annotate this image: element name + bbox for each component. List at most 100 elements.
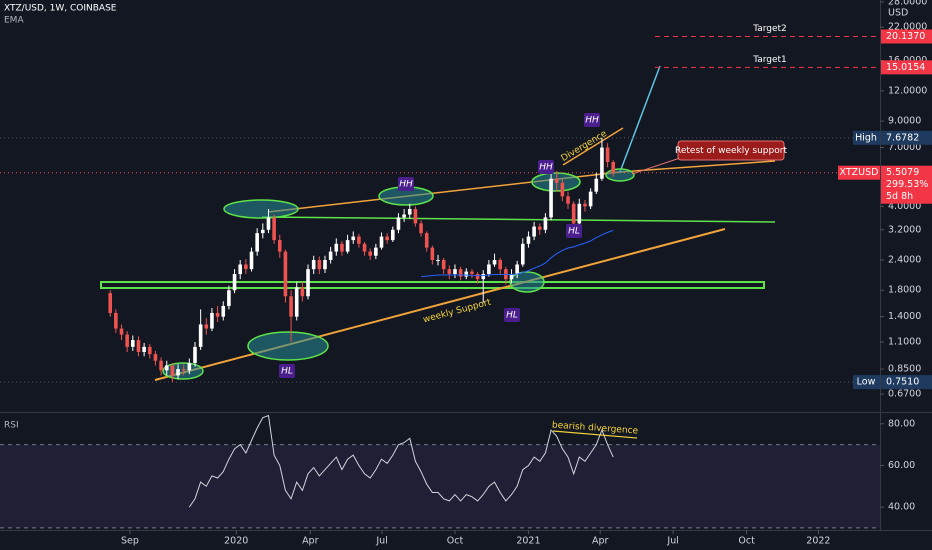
symbol-title: XTZ/USD, 1W, COINBASE <box>4 4 117 14</box>
candle-body <box>447 269 452 275</box>
zone-ellipse <box>247 331 329 361</box>
trendline <box>619 160 776 173</box>
candle-body <box>227 290 231 306</box>
x-tick-label: Jul <box>375 536 387 547</box>
candle-body <box>475 274 480 280</box>
candle-body <box>532 226 536 237</box>
rsi-y-tick-label: 60.00 <box>888 460 915 471</box>
candle-body <box>407 208 412 215</box>
candle-body <box>509 274 514 280</box>
rsi-y-tick-label: 80.00 <box>888 418 915 429</box>
candle-body <box>560 182 565 197</box>
candle-body <box>458 269 463 277</box>
candle-body <box>441 260 446 270</box>
candle-body <box>419 223 423 234</box>
candle-body <box>176 369 180 376</box>
candle-body <box>193 346 197 364</box>
candle-body <box>379 236 384 248</box>
candle-body <box>170 365 175 376</box>
currency-label: USD <box>888 8 908 19</box>
y-tick-label: 0.8500 <box>888 364 921 375</box>
candle-body <box>198 324 203 347</box>
candle-body <box>543 217 548 230</box>
candle-body <box>119 328 124 335</box>
x-tick-label: Apr <box>592 536 609 547</box>
candle-body <box>396 217 401 230</box>
rsi-band <box>0 444 880 528</box>
candle-body <box>215 312 220 317</box>
rsi-y-tick-label: 40.00 <box>888 502 915 513</box>
x-tick-label: 2021 <box>516 536 540 547</box>
candle-body <box>334 243 339 252</box>
zone-ellipse <box>162 362 204 380</box>
rsi-pane <box>0 414 880 529</box>
candle-body <box>413 208 418 224</box>
candle-body <box>345 240 350 252</box>
last-countdown: 5d 8h <box>886 191 913 202</box>
pattern-label: HH <box>399 180 413 190</box>
rsi-divergence-line <box>552 430 638 439</box>
x-tick-label: 2022 <box>806 536 830 547</box>
pattern-label: HL <box>281 367 293 377</box>
zone-ellipse <box>605 168 635 182</box>
y-tick-label: 28.0000 <box>888 0 927 7</box>
y-tick-label: 1.4000 <box>888 311 921 322</box>
candle-body <box>159 360 163 371</box>
label-box <box>538 160 554 174</box>
callout-text: Retest of weekly support <box>675 146 787 156</box>
last-name-box <box>838 165 880 180</box>
projection <box>619 65 661 173</box>
y-tick-label: 1.1000 <box>888 336 921 347</box>
candle-body <box>424 233 429 248</box>
label-box <box>398 177 414 191</box>
candle-body <box>294 287 299 317</box>
candle-body <box>436 260 440 262</box>
candle-body <box>300 287 305 297</box>
candle-body <box>181 369 186 371</box>
marker-price: 7.6782 <box>886 132 919 143</box>
last-name: XTZUSD <box>840 167 879 178</box>
candle-body <box>368 251 372 256</box>
candle-body <box>464 271 469 277</box>
x-tick-label: 2020 <box>224 536 248 547</box>
marker-name: High <box>855 132 877 143</box>
callout-pointer <box>631 157 681 175</box>
candle-body <box>136 340 141 353</box>
ema-legend: EMA <box>4 16 24 26</box>
ema-line <box>421 229 614 278</box>
label-box <box>584 113 600 127</box>
candle-body <box>221 305 226 317</box>
rsi-legend: RSI <box>4 421 19 431</box>
candle-body <box>328 251 333 261</box>
trendline <box>261 216 776 223</box>
candle-body <box>210 312 214 329</box>
candle-body <box>521 243 525 265</box>
pattern-label: HH <box>585 116 599 126</box>
marker-price-box <box>881 375 932 390</box>
pattern-label: HH <box>539 163 553 173</box>
candle-body <box>306 269 310 297</box>
candle-body <box>283 251 288 297</box>
y-tick-label: 2.4000 <box>888 255 921 266</box>
candle-body <box>566 196 570 204</box>
candle-body <box>164 365 169 371</box>
x-tick-label: Oct <box>738 536 755 547</box>
candle-body <box>125 334 129 347</box>
marker-name: Low <box>857 377 876 388</box>
candle-body <box>594 178 599 192</box>
candle-body <box>492 260 497 265</box>
zone-ellipse <box>223 199 299 219</box>
candle-body <box>526 236 531 244</box>
candle-body <box>232 274 237 291</box>
candle-body <box>323 260 327 270</box>
label-box <box>566 224 582 238</box>
candle-body <box>153 354 158 361</box>
x-tick-label: Sep <box>121 536 139 547</box>
pattern-label: HL <box>568 227 580 237</box>
candle-body <box>549 178 553 218</box>
marker-price-box <box>881 130 932 145</box>
candle-body <box>498 260 502 270</box>
x-tick-label: Apr <box>302 536 319 547</box>
last-price-box <box>881 165 932 204</box>
